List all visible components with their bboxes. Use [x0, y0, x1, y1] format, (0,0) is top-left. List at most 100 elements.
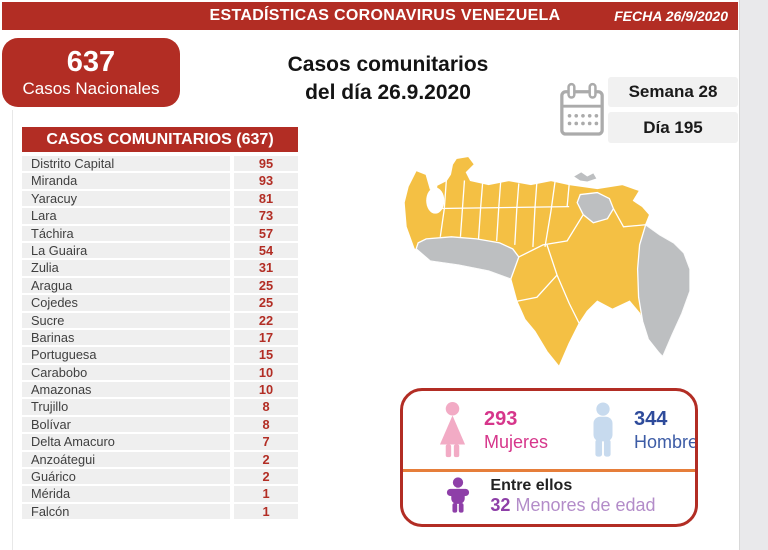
gender-top-section: 293 Mujeres 344 Hombres	[403, 391, 695, 469]
state-cases: 1	[234, 503, 298, 520]
state-name: Anzoátegui	[22, 451, 230, 468]
men-stat: 344 Hombres	[584, 401, 698, 459]
state-cases: 2	[234, 451, 298, 468]
state-name: Zulia	[22, 260, 230, 276]
table-row: Distrito Capital 95	[22, 156, 298, 172]
state-cases: 8	[234, 399, 298, 415]
table-header: CASOS COMUNITARIOS (637)	[22, 127, 298, 152]
table-row: Guárico 2	[22, 469, 298, 485]
map-region-northeast	[576, 191, 615, 224]
state-name: La Guaira	[22, 242, 230, 259]
header-date: FECHA 26/9/2020	[614, 8, 728, 24]
women-label: Mujeres	[484, 431, 549, 452]
state-name: Delta Amacuro	[22, 434, 230, 450]
gender-stats-box: 293 Mujeres 344 Hombres	[400, 388, 698, 527]
minors-count: 32	[490, 495, 511, 515]
state-name: Yaracuy	[22, 190, 230, 207]
map-landmass	[403, 155, 691, 368]
page-title-line2: del día 26.9.2020	[305, 81, 471, 104]
state-cases: 7	[234, 434, 298, 450]
table-row: Sucre 22	[22, 312, 298, 328]
table-row: Bolívar 8	[22, 416, 298, 433]
table-row: Trujillo 8	[22, 399, 298, 415]
state-cases: 15	[234, 347, 298, 363]
table-row: La Guaira 54	[22, 242, 298, 259]
table-row: Aragua 25	[22, 277, 298, 294]
table-row: Amazonas 10	[22, 382, 298, 398]
state-cases: 54	[234, 242, 298, 259]
state-cases: 31	[234, 260, 298, 276]
state-cases: 10	[234, 382, 298, 398]
state-cases: 95	[234, 156, 298, 172]
state-cases: 1	[234, 486, 298, 502]
page-title-line1: Casos comunitarios	[287, 53, 489, 76]
community-cases-table: CASOS COMUNITARIOS (637) Distrito Capita…	[22, 127, 298, 521]
men-count: 344	[634, 407, 668, 430]
state-cases: 73	[234, 208, 298, 224]
male-icon	[593, 402, 613, 457]
table-row: Miranda 93	[22, 173, 298, 189]
header-title: ESTADÍSTICAS CORONAVIRUS VENEZUELA	[209, 7, 561, 24]
map-region-apure	[415, 236, 520, 280]
state-cases: 25	[234, 295, 298, 311]
table-row: Zulia 31	[22, 260, 298, 276]
map-region-essequibo	[636, 223, 690, 358]
table-row: Táchira 57	[22, 225, 298, 241]
state-cases: 17	[234, 329, 298, 346]
child-icon	[447, 477, 470, 513]
state-name: Mérida	[22, 486, 230, 502]
state-name: Sucre	[22, 312, 230, 328]
header-bar: ESTADÍSTICAS CORONAVIRUS VENEZUELA FECHA…	[2, 2, 738, 30]
female-icon	[439, 401, 466, 458]
women-count: 293	[484, 407, 518, 430]
state-name: Aragua	[22, 277, 230, 294]
state-name: Bolívar	[22, 416, 230, 433]
state-name: Carabobo	[22, 364, 230, 381]
state-cases: 2	[234, 469, 298, 485]
national-cases-label: Casos Nacionales	[22, 79, 160, 98]
day-badge: Día 195	[608, 112, 738, 143]
minors-line: 32 Menores de edad	[490, 495, 655, 516]
state-cases: 25	[234, 277, 298, 294]
page-title: Casos comunitarios del día 26.9.2020	[233, 51, 543, 107]
men-label: Hombres	[634, 431, 698, 452]
national-cases-value: 637	[66, 46, 116, 78]
table-row: Mérida 1	[22, 486, 298, 502]
state-name: Miranda	[22, 173, 230, 189]
state-cases: 10	[234, 364, 298, 381]
state-cases: 81	[234, 190, 298, 207]
table-row: Anzoátegui 2	[22, 451, 298, 468]
state-name: Cojedes	[22, 295, 230, 311]
table-row: Portuguesa 15	[22, 347, 298, 363]
minors-section: Entre ellos 32 Menores de edad	[403, 472, 695, 524]
state-name: Falcón	[22, 503, 230, 520]
minors-label: Menores de edad	[510, 495, 656, 515]
state-cases: 57	[234, 225, 298, 241]
table-row: Cojedes 25	[22, 295, 298, 311]
state-name: Amazonas	[22, 382, 230, 398]
venezuela-map	[396, 150, 698, 372]
table-row: Barinas 17	[22, 329, 298, 346]
table-row: Delta Amacuro 7	[22, 434, 298, 450]
state-name: Táchira	[22, 225, 230, 241]
state-name: Lara	[22, 208, 230, 224]
page-edge-line	[12, 110, 13, 550]
state-name: Guárico	[22, 469, 230, 485]
minors-intro: Entre ellos	[490, 477, 573, 494]
slide-page: ESTADÍSTICAS CORONAVIRUS VENEZUELA FECHA…	[0, 0, 740, 550]
state-name: Trujillo	[22, 399, 230, 415]
week-badge: Semana 28	[608, 77, 738, 107]
state-cases: 93	[234, 173, 298, 189]
orange-divider	[403, 469, 695, 472]
table-row: Carabobo 10	[22, 364, 298, 381]
state-name: Portuguesa	[22, 347, 230, 363]
women-stat: 293 Mujeres	[433, 401, 548, 459]
national-cases-box: 637 Casos Nacionales	[2, 38, 180, 107]
table-row: Yaracuy 81	[22, 190, 298, 207]
state-name: Barinas	[22, 329, 230, 346]
table-row: Falcón 1	[22, 503, 298, 520]
table-row: Lara 73	[22, 208, 298, 224]
state-name: Distrito Capital	[22, 156, 230, 172]
state-cases: 22	[234, 312, 298, 328]
